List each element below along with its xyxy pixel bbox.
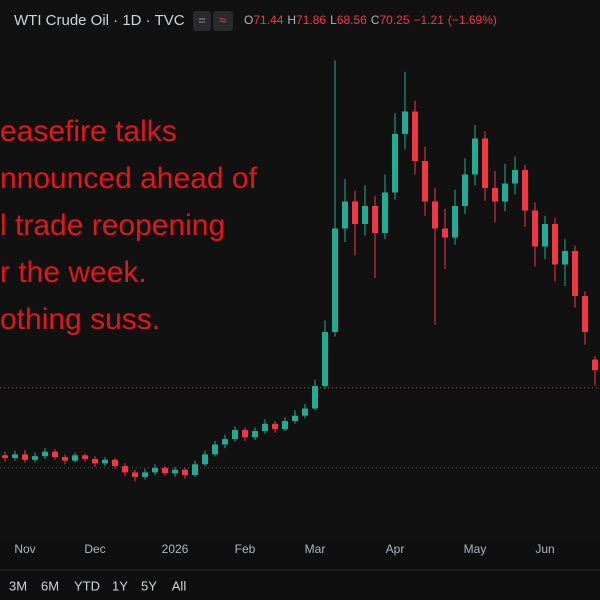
ohlc-letter: O bbox=[244, 13, 253, 27]
candle-body bbox=[142, 472, 148, 477]
candle-body bbox=[292, 415, 298, 422]
candle-body bbox=[422, 161, 428, 202]
candle-body bbox=[512, 170, 518, 184]
candle-body bbox=[452, 206, 458, 238]
candle-body bbox=[72, 455, 78, 461]
candle-body bbox=[242, 430, 248, 438]
candle-body bbox=[132, 472, 138, 477]
candle-body bbox=[52, 451, 58, 458]
candle-body bbox=[152, 467, 158, 473]
range-button[interactable]: 1Y bbox=[112, 578, 128, 593]
candle-body bbox=[542, 224, 548, 247]
ohlc-value: 68.56 bbox=[337, 13, 367, 27]
icon: = bbox=[198, 12, 206, 27]
icon-button[interactable] bbox=[193, 11, 211, 31]
ohlc-value: 71.86 bbox=[296, 13, 326, 27]
candle-body bbox=[582, 296, 588, 332]
range-button[interactable]: 5Y bbox=[141, 578, 157, 593]
candle-body bbox=[382, 192, 388, 233]
change: −1.21 bbox=[414, 13, 445, 27]
candle-body bbox=[482, 138, 488, 188]
candle-body bbox=[122, 466, 128, 473]
candle-body bbox=[212, 444, 218, 455]
x-tick-label: Apr bbox=[386, 542, 405, 556]
candle-body bbox=[262, 423, 268, 431]
candle-body bbox=[322, 332, 328, 386]
candle-body bbox=[22, 454, 28, 460]
candle-body bbox=[492, 188, 498, 202]
candle-body bbox=[222, 439, 228, 445]
candle-body bbox=[302, 408, 308, 416]
overlay: WTI Crude Oil · 1D · TVC = ≈ Nov Dec 2026 F… bbox=[0, 11, 555, 593]
candle-body bbox=[462, 174, 468, 206]
ohlc-value: 70.25 bbox=[379, 13, 409, 27]
x-tick-label: Dec bbox=[84, 542, 105, 556]
candle-body bbox=[42, 451, 48, 457]
x-tick-label: 2026 bbox=[162, 542, 189, 556]
ohlc-letter: C bbox=[371, 13, 380, 27]
candle-body bbox=[162, 467, 168, 474]
annotation-line: othing suss. bbox=[0, 303, 160, 336]
candle-body bbox=[502, 183, 508, 202]
ohlc-letter: L bbox=[330, 13, 337, 27]
x-tick-label: Mar bbox=[305, 542, 326, 556]
candle-body bbox=[472, 138, 478, 175]
candle-body bbox=[592, 359, 598, 371]
candle-body bbox=[532, 210, 538, 247]
annotation-line: r the week. bbox=[0, 256, 147, 289]
candle-body bbox=[412, 111, 418, 161]
x-tick-label: Jun bbox=[535, 542, 554, 556]
range-button[interactable]: YTD bbox=[74, 578, 100, 593]
candle-body bbox=[32, 456, 38, 460]
candle-body bbox=[232, 430, 238, 440]
candle-body bbox=[572, 251, 578, 296]
candle-body bbox=[332, 228, 338, 332]
change-pct: (−1.69%) bbox=[448, 13, 497, 27]
candle-body bbox=[282, 421, 288, 430]
candle-body bbox=[112, 459, 118, 467]
candle-body bbox=[172, 469, 178, 474]
annotation-line: easefire talks bbox=[0, 115, 177, 148]
x-tick-label: Nov bbox=[14, 542, 35, 556]
candle-body bbox=[82, 455, 88, 459]
icon-button[interactable] bbox=[213, 11, 233, 31]
range-button[interactable]: All bbox=[172, 578, 187, 593]
ohlc-letter: H bbox=[287, 13, 296, 27]
candle-body bbox=[432, 201, 438, 229]
candle-body bbox=[352, 201, 358, 224]
candle-body bbox=[342, 201, 348, 229]
icon: ≈ bbox=[219, 12, 226, 27]
candle-body bbox=[2, 455, 8, 458]
range-button[interactable]: 6M bbox=[41, 578, 59, 593]
candle-body bbox=[552, 224, 558, 265]
candle-body bbox=[562, 251, 568, 265]
ohlc-value: 71.44 bbox=[253, 13, 283, 27]
marks bbox=[0, 60, 600, 482]
candle-body bbox=[522, 170, 528, 211]
candle-body bbox=[272, 423, 278, 430]
candle-body bbox=[182, 469, 188, 476]
candle-body bbox=[12, 454, 18, 458]
candle-body bbox=[372, 206, 378, 233]
candle-body bbox=[62, 457, 68, 461]
candle-body bbox=[202, 454, 208, 465]
x-tick-label: May bbox=[464, 542, 487, 556]
x-tick-label: Feb bbox=[235, 542, 256, 556]
candle-body bbox=[92, 458, 98, 464]
range-button[interactable]: 3M bbox=[9, 578, 27, 593]
annotation-line: l trade reopening bbox=[0, 209, 225, 242]
candle-body bbox=[192, 464, 198, 476]
chart-title: WTI Crude Oil · 1D · TVC bbox=[14, 12, 185, 29]
candle-body bbox=[442, 228, 448, 238]
candle-body bbox=[362, 206, 368, 224]
plot-area bbox=[0, 0, 600, 540]
candle-body bbox=[252, 431, 258, 438]
annotation-line: nnounced ahead of bbox=[0, 162, 258, 195]
candle-body bbox=[102, 459, 108, 464]
candle-body bbox=[312, 386, 318, 409]
candle-body bbox=[402, 111, 408, 134]
candle-body bbox=[392, 134, 398, 193]
